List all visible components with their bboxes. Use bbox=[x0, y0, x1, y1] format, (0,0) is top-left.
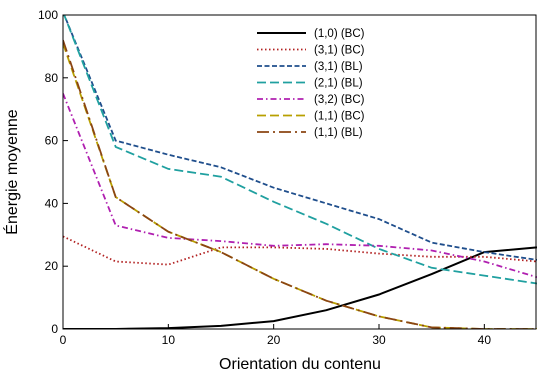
x-tick-label: 30 bbox=[372, 333, 386, 347]
x-tick-label: 40 bbox=[478, 333, 492, 347]
y-tick-label: 100 bbox=[38, 8, 58, 22]
y-tick-label: 40 bbox=[45, 196, 59, 210]
x-tick-label: 10 bbox=[162, 333, 176, 347]
x-tick-label: 20 bbox=[267, 333, 281, 347]
x-axis-label: Orientation du contenu bbox=[219, 356, 381, 373]
y-axis-label: Énergie moyenne bbox=[2, 109, 21, 235]
legend-label-1: (1,0) (BC) bbox=[314, 28, 365, 40]
series-line-4 bbox=[63, 15, 537, 285]
y-tick-label: 60 bbox=[45, 134, 59, 148]
legend-label-3: (3,1) (BL) bbox=[314, 61, 363, 73]
series-line-2 bbox=[63, 235, 537, 266]
x-tick-label: 0 bbox=[60, 333, 67, 347]
series-layer bbox=[63, 15, 537, 329]
series-line-5 bbox=[63, 93, 537, 279]
legend-label-4: (2,1) (BL) bbox=[314, 78, 363, 90]
y-tick-label: 0 bbox=[51, 322, 58, 336]
y-tick-label: 80 bbox=[45, 71, 59, 85]
series-line-7 bbox=[63, 39, 537, 329]
series-line-3 bbox=[63, 15, 537, 261]
legend-label-2: (3,1) (BC) bbox=[314, 45, 365, 57]
plot-frame bbox=[62, 14, 537, 330]
series-line-6 bbox=[63, 43, 537, 329]
legend: (1,0) (BC) (3,1) (BC) (3,1) (BL) (2,1) (BL)… bbox=[257, 28, 365, 139]
legend-label-5: (3,2) (BC) bbox=[314, 94, 365, 106]
y-tick-label: 20 bbox=[45, 259, 59, 273]
legend-label-7: (1,1) (BL) bbox=[314, 127, 363, 139]
series-line-1 bbox=[63, 246, 537, 329]
legend-label-6: (1,1) (BC) bbox=[314, 111, 365, 123]
axis-ticks: 0 10 20 30 40 0 20 40 60 80 100 bbox=[38, 8, 491, 347]
